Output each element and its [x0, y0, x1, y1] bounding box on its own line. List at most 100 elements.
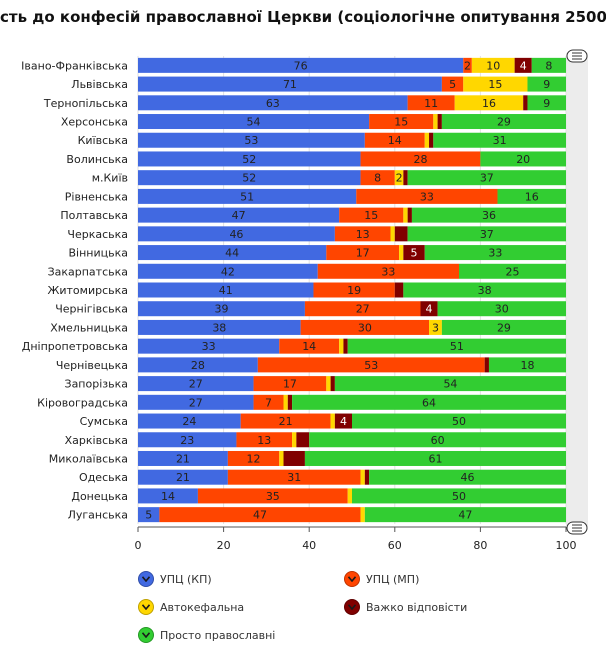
bar-segment[interactable]: [364, 507, 566, 523]
bar-segment[interactable]: [497, 188, 566, 204]
bar-segment[interactable]: [292, 432, 297, 448]
bar-segment[interactable]: [394, 170, 404, 186]
bar-segment[interactable]: [360, 469, 365, 485]
bar-segment[interactable]: [240, 413, 331, 429]
bar-segment[interactable]: [138, 319, 301, 335]
legend-item-autocephalous[interactable]: Автокефальна: [138, 599, 244, 615]
bar-segment[interactable]: [138, 132, 365, 148]
bar-segment[interactable]: [403, 282, 566, 298]
bar-segment[interactable]: [360, 170, 395, 186]
legend-item-hard-to-answer[interactable]: Важко відповісти: [344, 599, 467, 615]
bar-segment[interactable]: [454, 95, 524, 111]
bar-segment[interactable]: [138, 282, 314, 298]
bar-segment[interactable]: [437, 301, 566, 317]
bar-segment[interactable]: [138, 263, 318, 279]
scroll-handle-top[interactable]: [566, 49, 588, 63]
bar-segment[interactable]: [403, 170, 408, 186]
bar-segment[interactable]: [296, 432, 310, 448]
bar-segment[interactable]: [279, 450, 284, 466]
bar-segment[interactable]: [334, 376, 566, 392]
bar-segment[interactable]: [304, 301, 421, 317]
bar-segment[interactable]: [159, 507, 361, 523]
bar-segment[interactable]: [527, 95, 566, 111]
bar-segment[interactable]: [138, 507, 160, 523]
bar-segment[interactable]: [429, 132, 434, 148]
bar-segment[interactable]: [287, 394, 293, 410]
bar-segment[interactable]: [360, 507, 365, 523]
bar-segment[interactable]: [347, 488, 352, 504]
bar-segment[interactable]: [424, 132, 430, 148]
bar-segment[interactable]: [407, 95, 455, 111]
scroll-handle-bottom[interactable]: [566, 521, 588, 535]
bar-segment[interactable]: [334, 413, 352, 429]
bar-segment[interactable]: [330, 413, 335, 429]
bar-segment[interactable]: [364, 469, 370, 485]
bar-segment[interactable]: [138, 207, 340, 223]
bar-segment[interactable]: [138, 413, 241, 429]
bar-segment[interactable]: [283, 394, 288, 410]
bar-segment[interactable]: [488, 357, 566, 373]
bar-segment[interactable]: [441, 114, 566, 130]
bar-segment[interactable]: [138, 151, 361, 167]
bar-segment[interactable]: [407, 170, 566, 186]
bar-segment[interactable]: [433, 114, 438, 130]
bar-segment[interactable]: [360, 151, 481, 167]
bar-segment[interactable]: [279, 338, 340, 354]
bar-segment[interactable]: [480, 151, 566, 167]
legend-item-just-orthodox[interactable]: Просто православні: [138, 627, 275, 643]
bar-segment[interactable]: [399, 245, 404, 261]
bar-segment[interactable]: [484, 357, 489, 373]
bar-segment[interactable]: [390, 226, 395, 242]
bar-segment[interactable]: [283, 450, 305, 466]
bar-segment[interactable]: [236, 432, 293, 448]
bar-segment[interactable]: [514, 57, 532, 73]
bar-segment[interactable]: [317, 263, 459, 279]
bar-segment[interactable]: [197, 488, 348, 504]
bar-segment[interactable]: [463, 57, 472, 73]
bar-segment[interactable]: [463, 76, 528, 92]
bar-segment[interactable]: [138, 338, 280, 354]
bar-segment[interactable]: [424, 245, 566, 261]
bar-segment[interactable]: [364, 132, 425, 148]
bar-segment[interactable]: [138, 301, 305, 317]
bar-segment[interactable]: [347, 338, 566, 354]
bar-segment[interactable]: [407, 226, 566, 242]
bar-segment[interactable]: [313, 282, 395, 298]
bar-segment[interactable]: [369, 469, 566, 485]
bar-segment[interactable]: [309, 432, 566, 448]
bar-segment[interactable]: [339, 207, 404, 223]
bar-segment[interactable]: [138, 226, 335, 242]
bar-segment[interactable]: [138, 170, 361, 186]
bar-segment[interactable]: [138, 245, 327, 261]
bar-segment[interactable]: [138, 376, 254, 392]
bar-segment[interactable]: [138, 95, 408, 111]
bar-segment[interactable]: [138, 469, 228, 485]
bar-segment[interactable]: [138, 57, 464, 73]
bar-segment[interactable]: [138, 357, 258, 373]
scrollbar[interactable]: [566, 49, 588, 535]
bar-segment[interactable]: [138, 394, 254, 410]
bar-segment[interactable]: [292, 394, 566, 410]
legend-item-upc-kp[interactable]: УПЦ (КП): [138, 571, 212, 587]
bar-segment[interactable]: [527, 76, 566, 92]
bar-segment[interactable]: [394, 282, 404, 298]
bar-segment[interactable]: [459, 263, 566, 279]
bar-segment[interactable]: [138, 188, 357, 204]
bar-segment[interactable]: [403, 245, 425, 261]
bar-segment[interactable]: [343, 338, 348, 354]
bar-segment[interactable]: [403, 207, 408, 223]
bar-segment[interactable]: [227, 469, 361, 485]
bar-segment[interactable]: [138, 114, 370, 130]
bar-segment[interactable]: [138, 432, 237, 448]
bar-segment[interactable]: [326, 376, 331, 392]
bar-segment[interactable]: [352, 488, 566, 504]
bar-segment[interactable]: [420, 301, 438, 317]
bar-segment[interactable]: [433, 132, 566, 148]
bar-segment[interactable]: [394, 226, 408, 242]
bar-segment[interactable]: [304, 450, 566, 466]
bar-segment[interactable]: [437, 114, 442, 130]
bar-segment[interactable]: [326, 245, 400, 261]
bar-segment[interactable]: [531, 57, 566, 73]
bar-segment[interactable]: [138, 76, 442, 92]
bar-segment[interactable]: [227, 450, 280, 466]
